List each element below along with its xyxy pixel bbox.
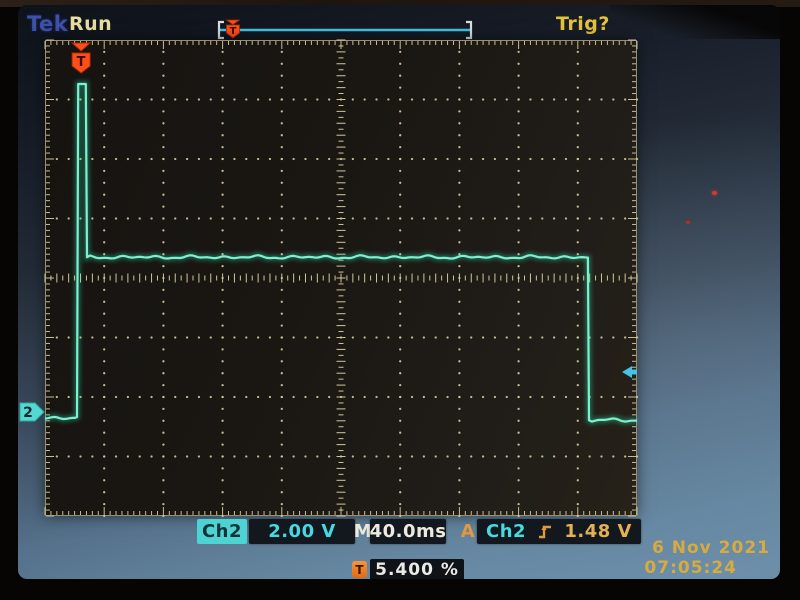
grid-dots: [55, 50, 639, 518]
tek-logo: Tek: [27, 12, 69, 36]
right-bracket-icon: [466, 20, 473, 40]
center-axis-ticks: [44, 39, 638, 517]
svg-text:2: 2: [23, 405, 33, 421]
acquisition-window-bar: T: [217, 19, 473, 40]
ch2-channel-badge: Ch2: [197, 519, 247, 544]
camera-bezel-top: [0, 0, 800, 7]
trigger-readout: Ch2 1.48 V: [477, 519, 641, 544]
trigger-level-readout: 1.48 V: [564, 521, 632, 542]
timebase-prefix-label: M: [353, 521, 373, 542]
trigger-position-flag-icon: T: [70, 42, 92, 74]
acq-trigger-position-marker-icon: T: [225, 19, 241, 39]
ch2-scale-readout: 2.00 V: [249, 519, 355, 544]
trigger-status: Trig?: [556, 13, 610, 35]
channel2-ground-marker-icon: 2: [19, 402, 45, 422]
trigger-mode-label: A: [460, 521, 476, 542]
frame-ticks: [44, 39, 638, 517]
trigger-source-label: Ch2: [486, 521, 527, 542]
trigger-level-arrow-icon: [622, 366, 637, 379]
left-bracket-icon: [217, 20, 224, 40]
reflection-dot: [712, 191, 717, 195]
trigger-position-readout: 5.400 %: [370, 559, 464, 579]
waveform-trace-glow: [44, 81, 638, 425]
date-text: 6 Nov 2021: [652, 538, 770, 558]
acquisition-status: Run: [69, 13, 113, 35]
rising-edge-icon: [538, 525, 551, 539]
oscilloscope-screen: Tek Run Trig? T T 2 Ch2 2.00 V M 40.0ms …: [18, 5, 780, 579]
reflection-dot: [686, 221, 690, 224]
waveform-trace: [44, 82, 638, 423]
camera-bezel-corner: [610, 5, 780, 39]
time-text: 07:05:24: [644, 558, 737, 578]
graticule: T: [44, 39, 639, 518]
svg-text:T: T: [230, 26, 237, 37]
waveform-plot: T: [44, 39, 639, 518]
trigger-t-icon: T: [352, 561, 367, 578]
svg-text:T: T: [77, 55, 86, 70]
timebase-readout: 40.0ms: [369, 519, 447, 544]
